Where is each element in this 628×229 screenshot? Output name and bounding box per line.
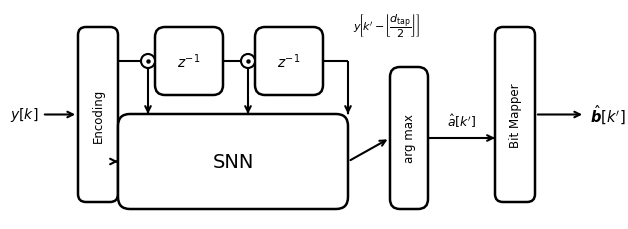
FancyBboxPatch shape [495,28,535,202]
Text: arg max: arg max [403,114,416,163]
FancyBboxPatch shape [155,28,223,95]
Text: $\hat{a}[k^{\prime}]$: $\hat{a}[k^{\prime}]$ [447,112,476,129]
Text: $z^{-1}$: $z^{-1}$ [177,52,201,71]
FancyBboxPatch shape [390,68,428,209]
Circle shape [141,55,155,69]
Text: Bit Mapper: Bit Mapper [509,83,521,147]
Text: $y\!\left[k^{\prime}-\!\left\lfloor\dfrac{d_{\mathrm{tap}}}{2}\right\rfloor\righ: $y\!\left[k^{\prime}-\!\left\lfloor\dfra… [353,12,421,39]
Circle shape [241,55,255,69]
Text: $y[k]$: $y[k]$ [10,106,38,124]
Text: SNN: SNN [212,152,254,171]
Text: Encoding: Encoding [92,88,104,142]
FancyBboxPatch shape [255,28,323,95]
FancyBboxPatch shape [78,28,118,202]
FancyBboxPatch shape [118,114,348,209]
Text: $z^{-1}$: $z^{-1}$ [278,52,301,71]
Text: $\hat{\boldsymbol{b}}[k^{\prime}]$: $\hat{\boldsymbol{b}}[k^{\prime}]$ [590,104,625,127]
